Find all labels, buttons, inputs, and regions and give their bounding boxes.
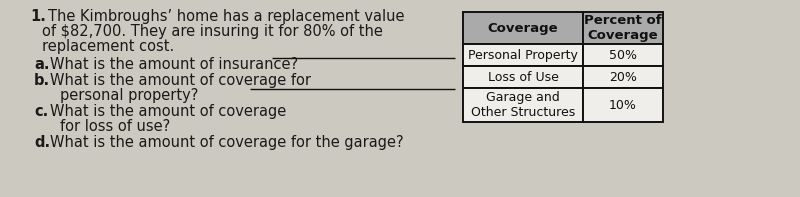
Text: a.: a. (34, 57, 50, 72)
Bar (463, 66, 583, 88)
Text: Loss of Use: Loss of Use (487, 71, 558, 84)
Text: c.: c. (34, 104, 48, 119)
Text: replacement cost.: replacement cost. (42, 39, 174, 54)
Text: for loss of use?: for loss of use? (60, 119, 170, 134)
Text: of $82,700. They are insuring it for 80% of the: of $82,700. They are insuring it for 80%… (42, 24, 383, 39)
Text: What is the amount of insurance?: What is the amount of insurance? (50, 57, 298, 72)
Text: The Kimbroughs’ home has a replacement value: The Kimbroughs’ home has a replacement v… (48, 9, 405, 24)
Text: personal property?: personal property? (60, 88, 198, 103)
Bar (583, 44, 663, 66)
Text: Coverage: Coverage (488, 21, 558, 34)
Bar (583, 66, 663, 88)
Text: Percent of
Coverage: Percent of Coverage (584, 14, 662, 42)
Text: b.: b. (34, 73, 50, 88)
Bar (463, 44, 583, 66)
Text: d.: d. (34, 135, 50, 150)
Text: Garage and
Other Structures: Garage and Other Structures (471, 91, 575, 119)
Text: 1.: 1. (30, 9, 46, 24)
Text: 20%: 20% (609, 71, 637, 84)
Bar (463, 88, 583, 122)
Text: What is the amount of coverage for the garage?: What is the amount of coverage for the g… (50, 135, 404, 150)
Bar (583, 88, 663, 122)
Bar (463, 12, 583, 44)
Text: 10%: 10% (609, 98, 637, 112)
Text: What is the amount of coverage for: What is the amount of coverage for (50, 73, 311, 88)
Bar (583, 12, 663, 44)
Text: What is the amount of coverage: What is the amount of coverage (50, 104, 286, 119)
Text: Personal Property: Personal Property (468, 48, 578, 61)
Text: 50%: 50% (609, 48, 637, 61)
